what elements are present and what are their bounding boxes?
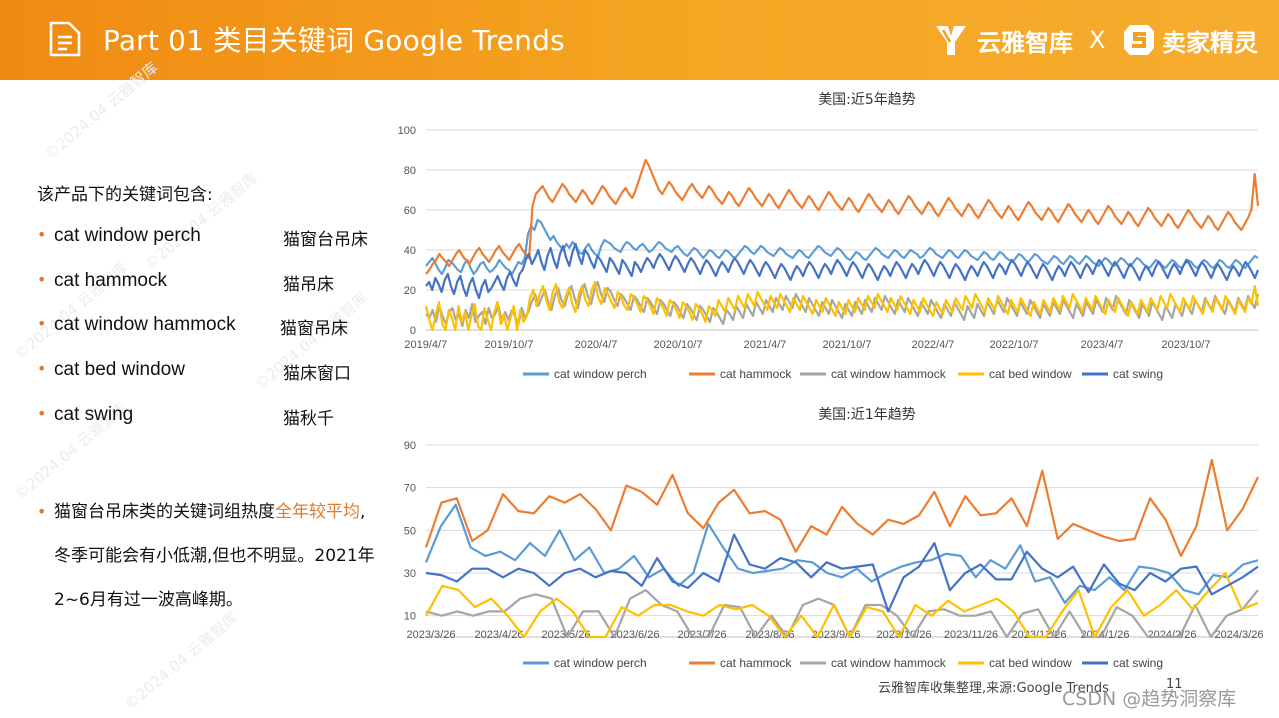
- series-line: [425, 158, 1260, 275]
- legend-label: cat bed window: [989, 656, 1072, 670]
- x-tick-label: 2023/10/7: [1162, 339, 1211, 351]
- legend-label: cat bed window: [989, 367, 1072, 381]
- legend-label: cat window hammock: [831, 367, 947, 381]
- x-tick-label: 2024/2/26: [1148, 629, 1197, 641]
- keyword-cn: 猫床窗口: [283, 364, 351, 384]
- bullet-icon: •: [37, 359, 47, 378]
- bullet-icon: •: [37, 314, 47, 333]
- page-title: Part 01 类目关键词 Google Trends: [103, 24, 565, 57]
- y-tick-label: 70: [404, 483, 416, 495]
- x-tick-label: 2023/3/26: [407, 629, 456, 641]
- legend-label: cat window hammock: [831, 656, 947, 670]
- bullet-icon: •: [37, 404, 47, 423]
- mjjl-logo-icon: [1124, 25, 1154, 55]
- x-tick-label: 2023/11/26: [944, 629, 998, 641]
- y-tick-label: 100: [398, 125, 416, 137]
- legend-label: cat swing: [1113, 367, 1163, 381]
- keyword-cn: 猫吊床: [283, 275, 334, 295]
- header-bar: Part 01 类目关键词 Google Trends 云雅智库 X 卖家精灵: [0, 0, 1279, 80]
- y-tick-label: 0: [410, 325, 416, 337]
- x-tick-label: 2019/10/7: [485, 339, 534, 351]
- y-tick-label: 30: [404, 568, 416, 580]
- bullet-icon: •: [37, 270, 47, 289]
- x-tick-label: 2023/4/7: [1081, 339, 1124, 351]
- bg-watermark: ©2024.04 云雅智库: [121, 608, 242, 714]
- x-tick-label: 2019/4/7: [404, 339, 447, 351]
- trend-note: • 猫窗台吊床类的关键词组热度全年较平均,冬季可能会有小低潮,但也不明显。202…: [37, 490, 382, 622]
- document-icon: [49, 21, 81, 57]
- bullet-icon: •: [37, 225, 47, 244]
- keyword-en: cat hammock: [54, 270, 167, 291]
- x-tick-label: 2022/10/7: [990, 339, 1039, 351]
- y-tick-label: 60: [404, 205, 416, 217]
- x-tick-label: 2022/4/7: [912, 339, 955, 351]
- legend-label: cat window perch: [554, 367, 647, 381]
- legend-label: cat swing: [1113, 656, 1163, 670]
- legend-label: cat window perch: [554, 656, 647, 670]
- keyword-en: cat window perch: [54, 225, 201, 246]
- x-tick-label: 2023/10/26: [876, 629, 931, 641]
- brand-separator: X: [1089, 26, 1106, 54]
- x-tick-label: 2020/4/7: [575, 339, 618, 351]
- y-tick-label: 40: [404, 245, 416, 257]
- legend-label: cat hammock: [720, 656, 792, 670]
- series-line: [424, 503, 1259, 605]
- keyword-cn: 猫窗台吊床: [283, 230, 368, 250]
- y-tick-label: 90: [404, 440, 416, 452]
- chart-title: 美国:近5年趋势: [818, 92, 916, 108]
- bullet-icon: •: [37, 502, 47, 521]
- series-line: [424, 280, 1260, 332]
- note-text-1: 猫窗台吊床类的关键词组热度: [54, 502, 275, 522]
- source-note: 云雅智库收集整理,来源:Google Trends: [878, 681, 1109, 696]
- x-tick-label: 2021/10/7: [823, 339, 872, 351]
- keyword-en: cat swing: [54, 404, 134, 425]
- series-line: [425, 571, 1259, 639]
- page-number: 11: [1166, 677, 1183, 692]
- series-line: [425, 242, 1260, 300]
- brand-left-text: 云雅智库: [977, 28, 1073, 57]
- brand-right-text: 卖家精灵: [1162, 28, 1258, 57]
- note-text-2: ,冬季可能会有小低潮,但也不明显。2021年2~6月有过一波高峰期。: [54, 502, 375, 610]
- x-tick-label: 2023/6/26: [611, 629, 660, 641]
- x-tick-label: 2023/4/26: [475, 629, 524, 641]
- y-tick-label: 10: [404, 611, 416, 623]
- keyword-en: cat window hammock: [54, 314, 236, 335]
- brand-yunya: 云雅智库: [933, 22, 1073, 58]
- trend-charts: 美国:近5年趋势 0 20 40 60 80 100 2019/4/7 2019/10/7 202…: [398, 92, 1264, 670]
- chart-title: 美国:近1年趋势: [818, 407, 916, 423]
- y-tick-label: 50: [404, 525, 416, 537]
- yunya-logo-icon: [936, 26, 966, 55]
- keyword-en: cat bed window: [54, 359, 185, 380]
- keyword-cn: 猫窗吊床: [280, 319, 348, 339]
- x-tick-label: 2023/7/26: [678, 629, 727, 641]
- keyword-cn: 猫秋千: [283, 409, 334, 429]
- x-tick-label: 2021/4/7: [744, 339, 787, 351]
- keyword-intro: 该产品下的关键词包含:: [37, 185, 213, 205]
- y-tick-label: 20: [404, 285, 416, 297]
- x-tick-label: 2020/10/7: [654, 339, 703, 351]
- series-line: [424, 458, 1259, 557]
- csdn-watermark: CSDN @趋势洞察库: [1062, 688, 1237, 710]
- brand-mjjl: 卖家精灵: [1122, 22, 1258, 58]
- note-highlight: 全年较平均: [275, 502, 360, 522]
- y-tick-label: 80: [404, 165, 416, 177]
- series-line: [425, 218, 1259, 276]
- legend-label: cat hammock: [720, 367, 792, 381]
- x-tick-label: 2024/3/26: [1215, 629, 1264, 641]
- series-line: [425, 533, 1259, 613]
